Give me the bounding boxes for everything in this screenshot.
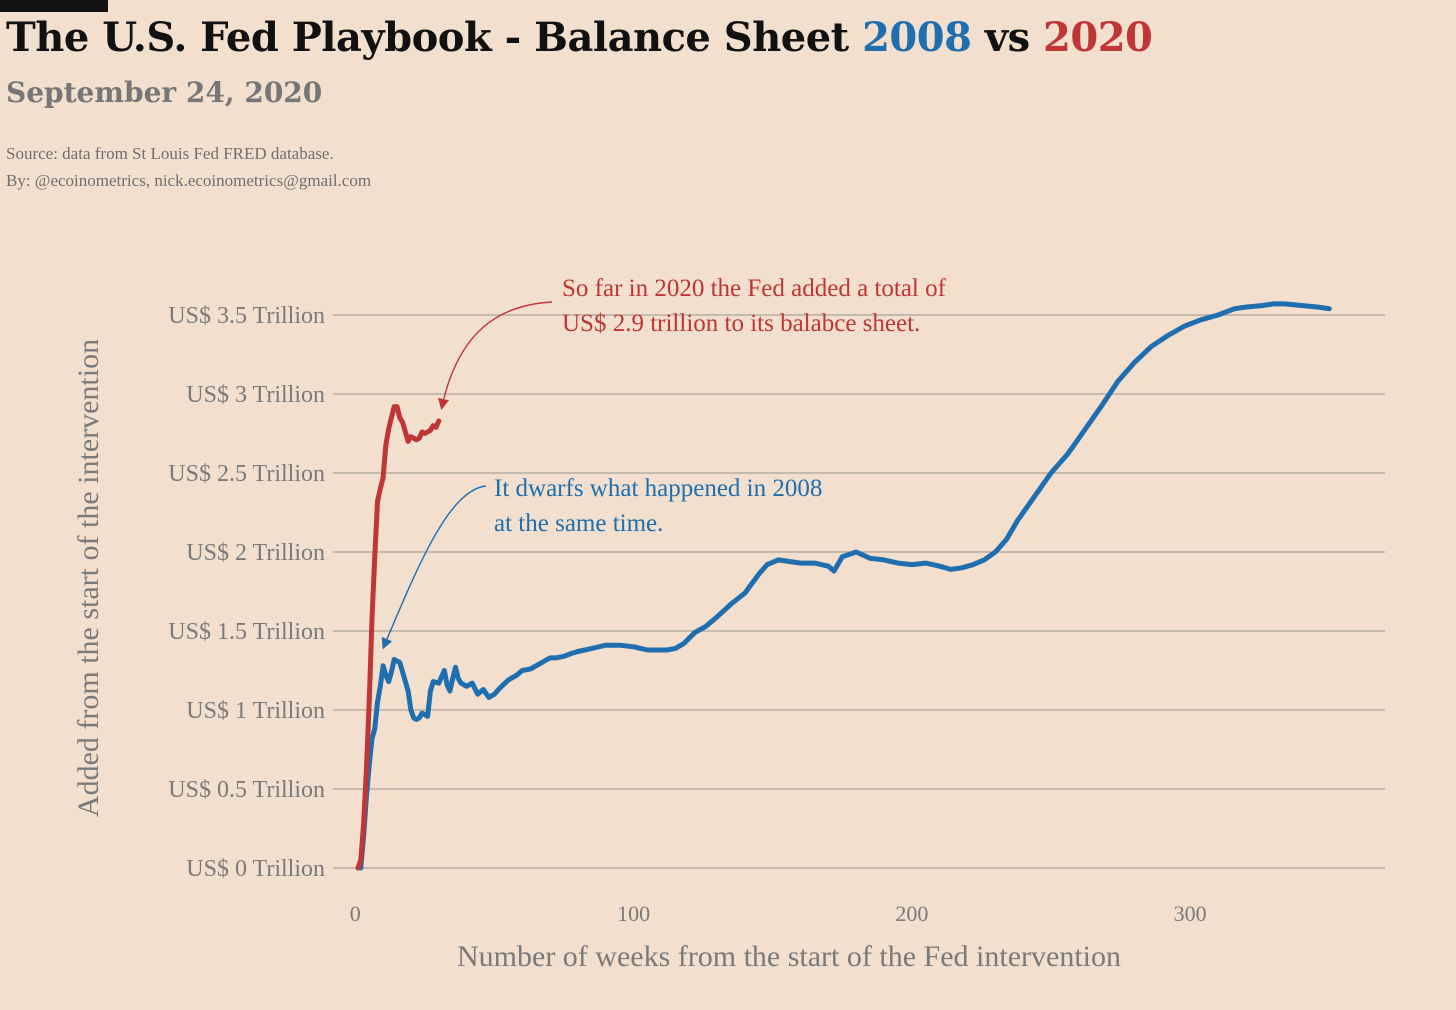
annotation-2008-text: It dwarfs what happened in 2008 <box>494 475 822 502</box>
y-tick-label: US$ 2 Trillion <box>186 540 325 566</box>
byline: By: @ecoinometrics, nick.ecoinometrics@g… <box>6 171 372 190</box>
title-prefix: The U.S. Fed Playbook - Balance Sheet <box>6 14 863 61</box>
y-tick-label: US$ 1 Trillion <box>186 698 325 724</box>
source-line: Source: data from St Louis Fed FRED data… <box>6 144 334 163</box>
annotation-2020-text: So far in 2020 the Fed added a total of <box>562 275 947 302</box>
y-tick-label: US$ 1.5 Trillion <box>168 619 325 645</box>
annotation-layer: So far in 2020 the Fed added a total of U… <box>381 275 947 650</box>
title-vs: vs <box>971 14 1044 61</box>
corner-bar <box>0 0 108 12</box>
y-axis-label: Added from the start of the intervention <box>72 339 105 817</box>
annotation-2020-text: US$ 2.9 trillion to its balabce sheet. <box>562 310 920 337</box>
series-line-2020 <box>355 404 442 871</box>
x-tick-label: 100 <box>617 901 650 926</box>
y-tick-label: US$ 3.5 Trillion <box>168 303 325 329</box>
y-tick-label: US$ 0 Trillion <box>186 856 325 882</box>
y-tick-label: US$ 0.5 Trillion <box>168 777 325 803</box>
source-note: Source: data from St Louis Fed FRED data… <box>6 140 371 194</box>
chart-subtitle: September 24, 2020 <box>6 76 323 109</box>
annotation-2008-text: at the same time. <box>494 510 663 537</box>
series-line-2008 <box>358 301 1332 871</box>
x-tick-label: 300 <box>1174 901 1207 926</box>
annotation-arrow-2020 <box>438 301 553 410</box>
x-tick-labels: 0 100 200 300 <box>350 901 1207 926</box>
annotation-arrow-2008 <box>381 485 487 650</box>
grid-layer <box>333 314 1385 869</box>
x-tick-label: 0 <box>350 901 361 926</box>
x-tick-label: 200 <box>895 901 928 926</box>
title-year-2020: 2020 <box>1043 14 1153 61</box>
y-tick-label: US$ 3 Trillion <box>186 382 325 408</box>
y-tick-labels: US$ 0 Trillion US$ 0.5 Trillion US$ 1 Tril… <box>168 303 325 882</box>
x-axis-label: Number of weeks from the start of the Fe… <box>457 940 1121 973</box>
y-tick-label: US$ 2.5 Trillion <box>168 461 325 487</box>
chart-title: The U.S. Fed Playbook - Balance Sheet 20… <box>6 14 1153 61</box>
title-year-2008: 2008 <box>862 14 972 61</box>
series-layer <box>355 301 1332 871</box>
